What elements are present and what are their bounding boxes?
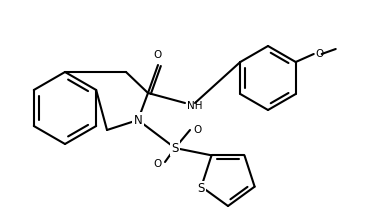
Text: O: O [154,159,162,169]
Text: O: O [316,49,324,59]
Text: N: N [134,113,142,127]
Text: S: S [171,141,179,154]
Text: O: O [193,125,201,135]
Text: NH: NH [187,101,202,111]
Text: O: O [154,50,162,60]
Text: S: S [198,182,205,195]
